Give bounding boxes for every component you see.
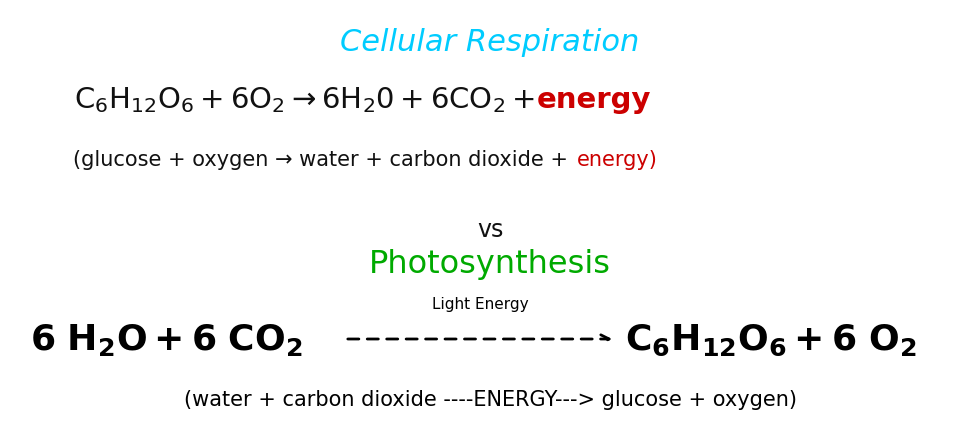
Text: energy: energy bbox=[537, 86, 652, 114]
Text: energy): energy) bbox=[577, 150, 658, 169]
Text: (glucose + oxygen → water + carbon dioxide +: (glucose + oxygen → water + carbon dioxi… bbox=[74, 150, 575, 169]
Text: vs: vs bbox=[477, 218, 503, 241]
Text: Cellular Respiration: Cellular Respiration bbox=[340, 28, 640, 57]
Text: $\mathbf{C_6H_{12}O_6 + 6\ O_2}$: $\mathbf{C_6H_{12}O_6 + 6\ O_2}$ bbox=[625, 322, 916, 357]
Text: Photosynthesis: Photosynthesis bbox=[369, 249, 611, 280]
Text: $\mathrm{C_6H_{12}O_6 + 6O_2 \rightarrow 6H_20 + 6CO_2 + }$: $\mathrm{C_6H_{12}O_6 + 6O_2 \rightarrow… bbox=[74, 85, 535, 115]
Text: (water + carbon dioxide ----ENERGY---> glucose + oxygen): (water + carbon dioxide ----ENERGY---> g… bbox=[183, 389, 797, 409]
Text: $\mathbf{6\ H_2O + 6\ CO_2}$: $\mathbf{6\ H_2O + 6\ CO_2}$ bbox=[30, 321, 303, 357]
Text: Light Energy: Light Energy bbox=[431, 296, 528, 311]
